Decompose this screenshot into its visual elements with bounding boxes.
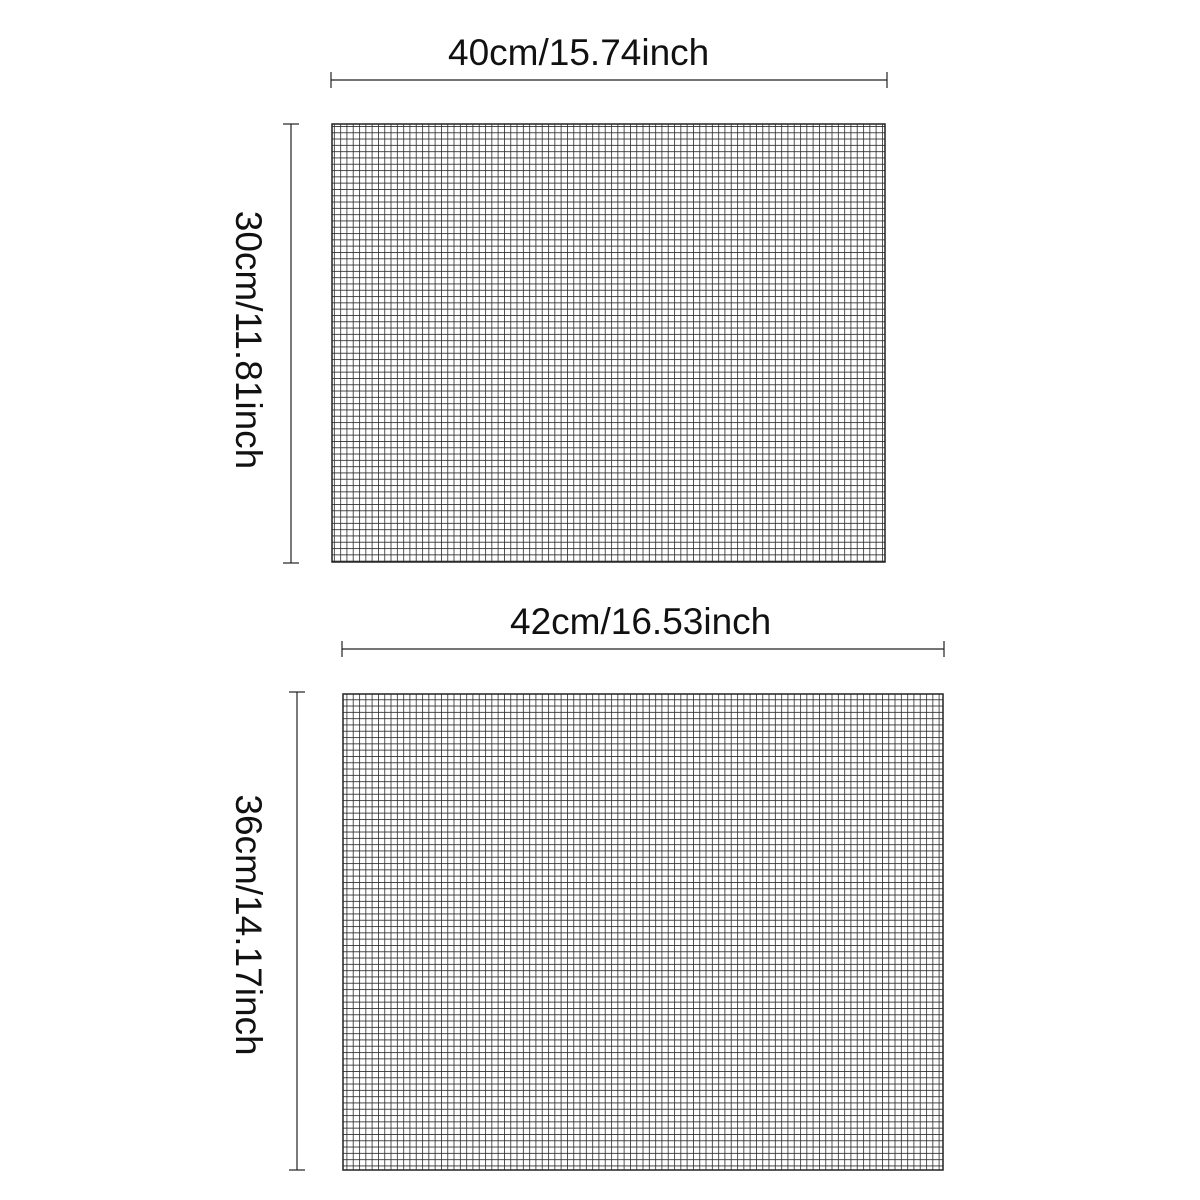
- width-label-2: 42cm/16.53inch: [510, 601, 772, 642]
- width-dimension-line-2: [341, 641, 945, 657]
- height-label-1: 30cm/11.81inch: [228, 210, 269, 470]
- height-dimension-line-1: [283, 123, 299, 564]
- mat-1: [283, 72, 888, 564]
- width-label-1: 40cm/15.74inch: [448, 32, 710, 73]
- mat-2: [289, 641, 945, 1171]
- height-dimension-line-2: [289, 691, 305, 1171]
- mesh-grid-1: [331, 123, 886, 563]
- height-label-2: 36cm/14.17inch: [228, 794, 269, 1056]
- width-dimension-line-1: [330, 72, 888, 88]
- mesh-grid-2: [342, 693, 944, 1171]
